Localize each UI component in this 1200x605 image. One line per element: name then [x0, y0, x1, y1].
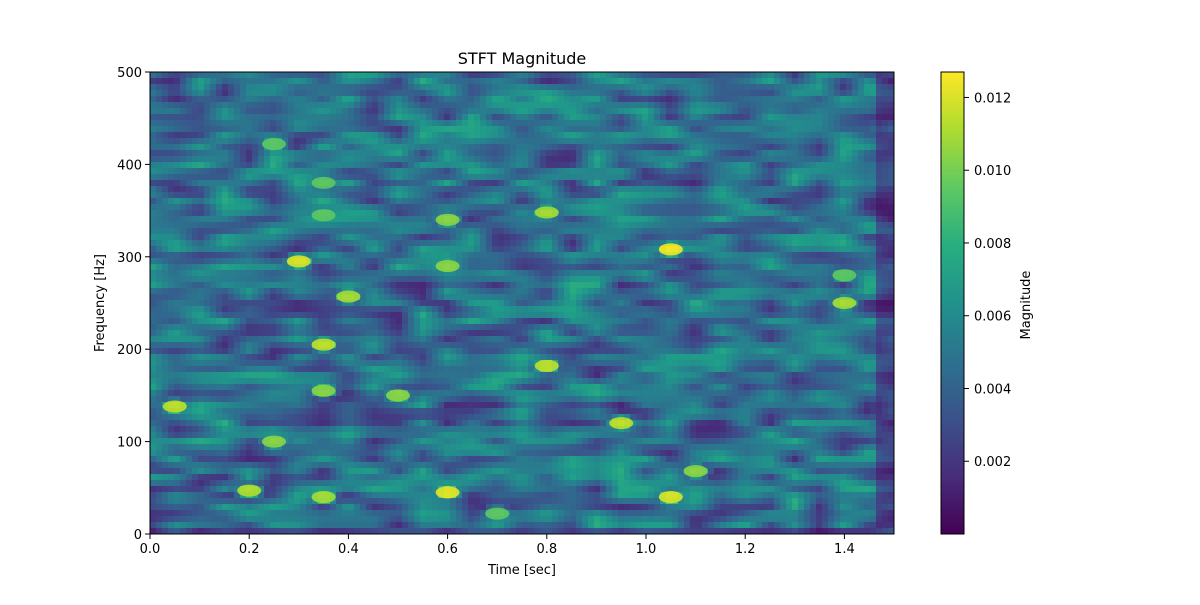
- x-tick-label-3: 0.6: [437, 542, 458, 557]
- colorbar-label: Magnitude: [1019, 271, 1034, 340]
- y-tick-label-2: 200: [117, 343, 142, 358]
- y-axis-label: Frequency [Hz]: [93, 254, 108, 352]
- hot-spot-0: [163, 400, 187, 412]
- x-tick-label-5: 1.0: [636, 542, 657, 557]
- hot-spot-17: [535, 206, 559, 218]
- hot-spot-2: [262, 436, 286, 448]
- hot-spot-23: [832, 269, 856, 281]
- y-axis: 0 100 200 300 400 500: [117, 66, 150, 543]
- colorbar-tick-label-4: 0.010: [974, 164, 1011, 179]
- colorbar-tick-label-0: 0.002: [974, 455, 1011, 470]
- colorbar-tick-label-2: 0.006: [974, 310, 1011, 325]
- x-tick-label-2: 0.4: [338, 542, 359, 557]
- y-tick-label-0: 0: [134, 528, 142, 543]
- hot-spot-9: [312, 177, 336, 189]
- heatmap-area: [150, 72, 895, 535]
- x-axis: 0.0 0.2 0.4 0.6 0.8 1.0 1.2 1.4: [140, 534, 855, 557]
- y-tick-label-5: 500: [117, 66, 142, 81]
- x-tick-label-0: 0.0: [140, 542, 161, 557]
- hot-spot-21: [684, 465, 708, 477]
- heatmap-cells: [150, 72, 895, 535]
- hot-spot-5: [312, 491, 336, 503]
- y-tick-label-4: 400: [117, 158, 142, 173]
- chart-title: STFT Magnitude: [458, 49, 586, 68]
- y-tick-label-3: 300: [117, 251, 142, 266]
- hot-spot-10: [336, 291, 360, 303]
- x-tick-label-1: 0.2: [239, 542, 260, 557]
- colorbar-tick-label-1: 0.004: [974, 382, 1011, 397]
- hot-spot-13: [436, 260, 460, 272]
- hot-spot-15: [485, 508, 509, 520]
- hot-spot-22: [832, 297, 856, 309]
- hot-spot-20: [659, 243, 683, 255]
- hot-spot-16: [535, 360, 559, 372]
- colorbar: [941, 72, 964, 534]
- x-tick-label-7: 1.4: [834, 542, 855, 557]
- x-tick-label-6: 1.2: [735, 542, 756, 557]
- hot-spot-8: [312, 209, 336, 221]
- hot-spot-6: [312, 385, 336, 397]
- hot-spot-11: [386, 389, 410, 401]
- hot-spot-7: [312, 339, 336, 351]
- hot-spot-19: [659, 491, 683, 503]
- hot-spot-12: [436, 486, 460, 498]
- colorbar-tick-label-3: 0.008: [974, 237, 1011, 252]
- x-axis-label: Time [sec]: [487, 563, 556, 578]
- colorbar-tick-label-5: 0.012: [974, 91, 1011, 106]
- hot-spot-4: [287, 255, 311, 267]
- hot-spot-14: [436, 214, 460, 226]
- hot-spot-18: [609, 417, 633, 429]
- y-tick-label-1: 100: [117, 436, 142, 451]
- colorbar-axis: 0.002 0.004 0.006 0.008 0.010 0.012: [964, 91, 1011, 470]
- hot-spot-1: [237, 485, 261, 497]
- hot-spot-3: [262, 138, 286, 150]
- x-tick-label-4: 0.8: [536, 542, 557, 557]
